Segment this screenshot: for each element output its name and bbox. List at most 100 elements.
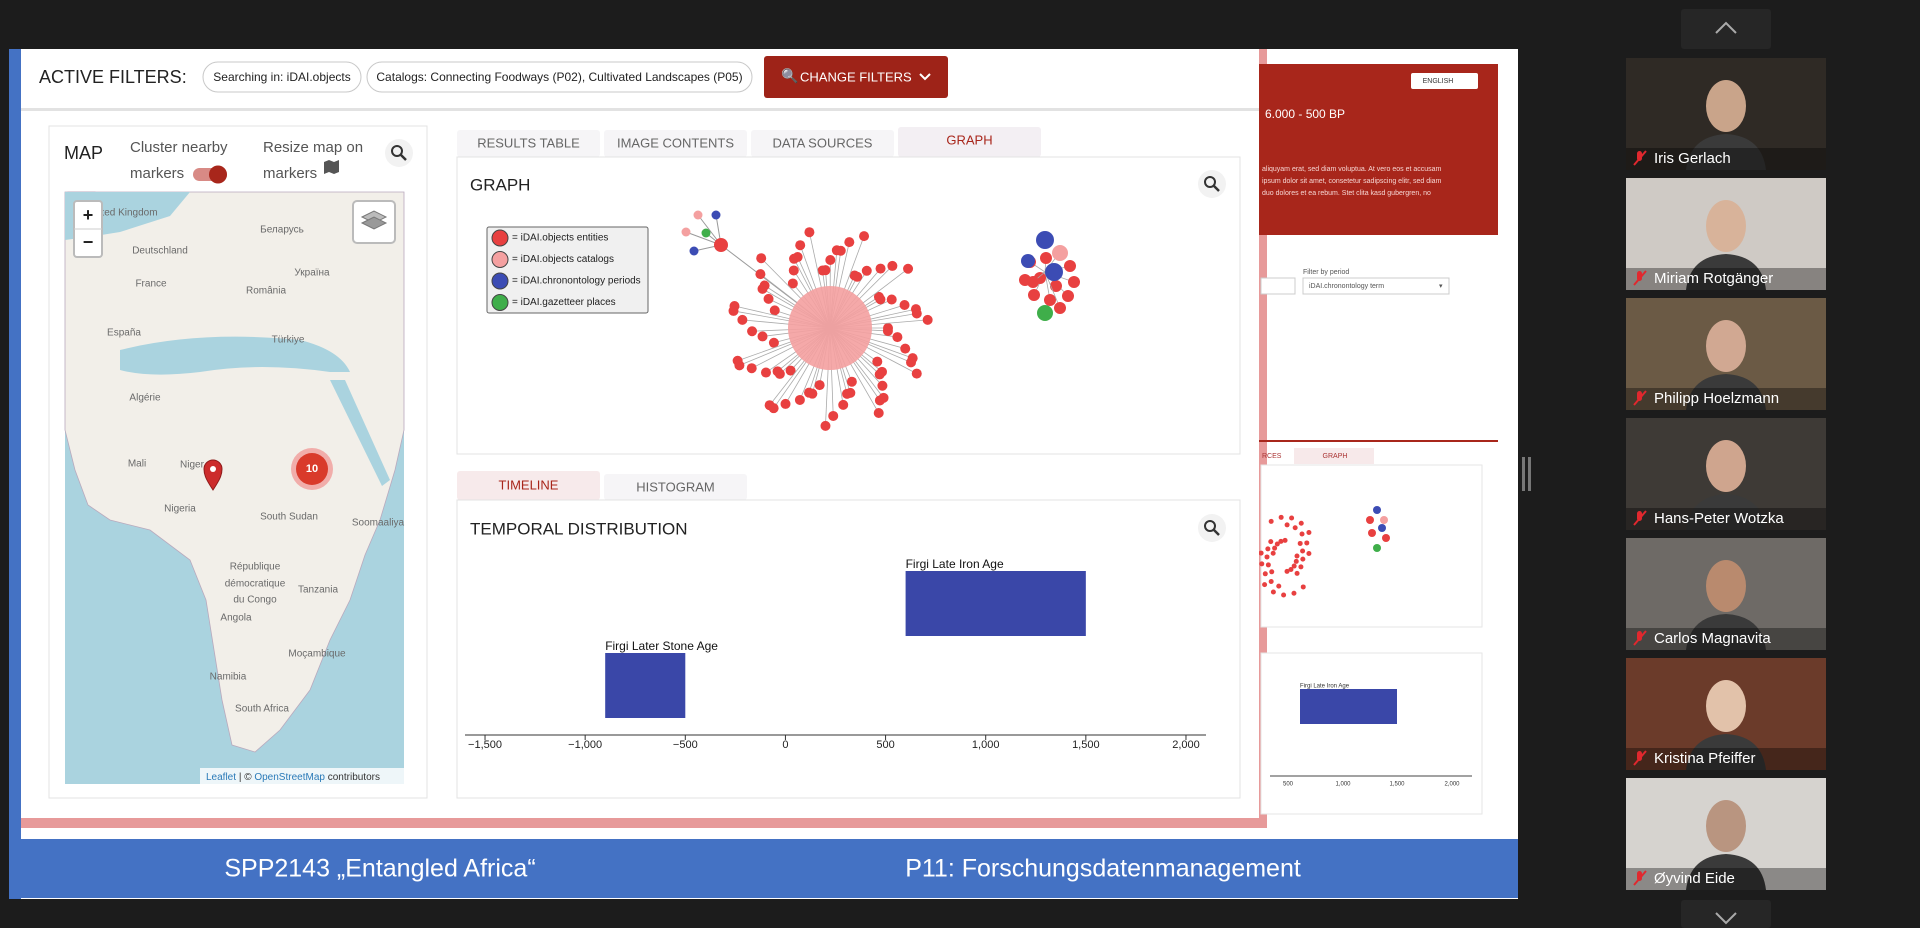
graph-node	[882, 325, 893, 336]
card-zoom-bg[interactable]	[1198, 514, 1226, 542]
graph-node	[701, 228, 711, 238]
cluster-toggle-knob[interactable]	[209, 165, 227, 184]
bg-node	[1268, 539, 1274, 545]
filter-chip-text[interactable]: Searching in: iDAI.objects	[213, 70, 350, 84]
scroll-down[interactable]	[1681, 900, 1771, 928]
tab[interactable]	[604, 130, 747, 157]
splitter[interactable]	[1528, 457, 1531, 491]
tab-label[interactable]: DATA SOURCES	[773, 135, 873, 150]
graph-node	[732, 355, 743, 366]
bg-timeline-card	[1260, 652, 1483, 815]
splitter[interactable]	[1522, 457, 1525, 491]
cluster-marker[interactable]	[296, 453, 328, 485]
app-shadow	[21, 818, 1265, 828]
graph-node	[859, 231, 870, 242]
zoom-icon[interactable]	[400, 154, 407, 161]
card-zoom[interactable]	[1204, 176, 1216, 188]
tab[interactable]	[604, 474, 747, 500]
bg-tab-active	[1294, 448, 1374, 464]
bg-node	[1268, 518, 1274, 524]
tab[interactable]	[457, 130, 600, 157]
card-zoom[interactable]	[1213, 185, 1220, 192]
map[interactable]: United Kingdom Deutschland Беларусь France R…	[64, 191, 405, 784]
filter-chips: Searching in: iDAI.objects Catalogs: Conn…	[202, 61, 753, 93]
bg-node	[1272, 545, 1278, 551]
attribution-osm[interactable]: OpenStreetMap	[254, 772, 325, 783]
graph-node	[1062, 290, 1074, 302]
filter-bar-shadow	[21, 108, 1259, 111]
participant-body	[1686, 734, 1766, 770]
bg-node	[1289, 515, 1295, 521]
graph-node	[828, 410, 839, 421]
tab-label[interactable]: RESULTS TABLE	[477, 135, 580, 150]
range-bar	[605, 653, 686, 718]
filter-chip[interactable]	[366, 61, 753, 93]
change-filters-button[interactable]	[764, 56, 948, 98]
tab[interactable]	[457, 471, 600, 500]
graph-node	[874, 369, 885, 380]
bg-node	[1306, 550, 1312, 556]
map-place: Tanzania	[298, 585, 338, 596]
legend-label: = iDAI.chronontology periods	[512, 276, 641, 287]
graph-node	[835, 245, 846, 256]
map-place: Беларусь	[260, 225, 304, 236]
graph-node	[746, 363, 757, 374]
bg-node	[1294, 570, 1300, 576]
tab-label[interactable]: GRAPH	[946, 132, 992, 147]
cluster-label: Cluster nearby	[130, 139, 228, 156]
change-filters-text[interactable]: CHANGE FILTERS	[800, 69, 912, 84]
x-tick-label: −500	[673, 739, 698, 751]
bg-node	[1278, 514, 1284, 520]
map-icon[interactable]	[324, 160, 339, 174]
cluster-label: markers	[130, 165, 184, 182]
scroll-down-icon[interactable]	[1715, 912, 1737, 925]
graph-node	[1050, 280, 1062, 292]
map-place: France	[135, 279, 167, 290]
zoom-in[interactable]: +	[83, 205, 94, 225]
graph-node	[886, 294, 897, 305]
card-zoom[interactable]	[1213, 529, 1220, 536]
participant-name: Øyvind Eide	[1654, 870, 1735, 887]
scroll-up[interactable]	[1681, 9, 1771, 49]
participant-name: Hans-Peter Wotzka	[1654, 510, 1784, 527]
bg-node	[1262, 571, 1268, 577]
map-place: Namibia	[210, 672, 247, 683]
graph-node	[759, 280, 770, 291]
card-zoom-bg[interactable]	[1198, 170, 1226, 198]
bg-node	[1268, 579, 1274, 585]
bg-dropdown-arrow: ▾	[1439, 283, 1443, 290]
legend-swatch	[491, 251, 509, 268]
graph-node	[825, 255, 836, 266]
tab-label[interactable]: HISTOGRAM	[636, 479, 715, 494]
muted-icon	[1637, 631, 1642, 641]
bg-node	[1284, 568, 1290, 574]
map-land	[64, 191, 405, 753]
cluster-count[interactable]: 10	[306, 463, 318, 475]
bg-node	[1269, 569, 1275, 575]
zoom-out[interactable]: −	[83, 232, 94, 252]
bg-node	[1292, 525, 1298, 531]
map-pin[interactable]	[203, 459, 223, 491]
filter-chip-text[interactable]: Catalogs: Connecting Foodways (P02), Cul…	[376, 70, 742, 84]
participant-name: Iris Gerlach	[1654, 150, 1731, 167]
banner-right: P11: Forschungsdatenmanagement	[905, 855, 1301, 883]
tabs: RESULTS TABLE IMAGE CONTENTS DATA SOURCES G…	[457, 127, 1041, 157]
chart-title: TEMPORAL DISTRIBUTION	[470, 519, 688, 538]
tab[interactable]	[751, 130, 894, 157]
participant-name: Carlos Magnavita	[1654, 630, 1771, 647]
graph-node	[1028, 289, 1040, 301]
zoom-icon[interactable]	[391, 145, 403, 157]
tab-label[interactable]: IMAGE CONTENTS	[617, 135, 734, 150]
map-sea-red	[330, 380, 390, 486]
scroll-up-icon[interactable]	[1715, 21, 1737, 34]
zoom-icon-bg[interactable]	[385, 139, 413, 167]
bg-lorem-line: ipsum dolor sit amet, consetetur sadipsc…	[1262, 178, 1442, 185]
card-zoom[interactable]	[1204, 520, 1216, 532]
attribution-link[interactable]: Leaflet	[206, 772, 236, 783]
graph-node	[842, 388, 853, 399]
filter-chip[interactable]	[202, 61, 362, 93]
tab-label[interactable]: TIMELINE	[499, 477, 559, 492]
muted-icon	[1637, 271, 1642, 281]
tab[interactable]	[898, 127, 1041, 157]
